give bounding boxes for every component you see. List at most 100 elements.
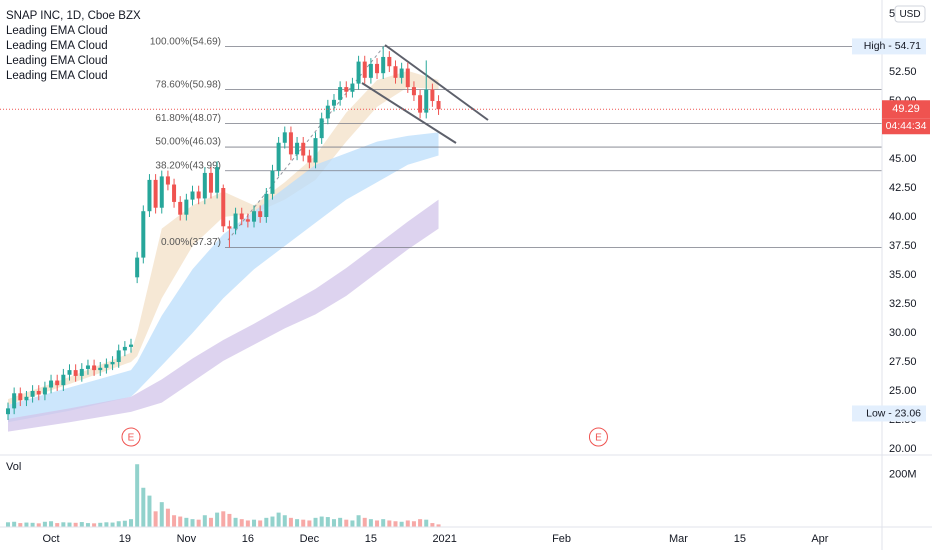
y-tick-label: 27.50 [889, 356, 917, 368]
candle-body [362, 61, 367, 78]
volume-bar [172, 515, 177, 527]
candle-body [221, 188, 226, 227]
volume-tick-label: 200M [889, 469, 917, 481]
volume-bar [387, 520, 392, 527]
x-tick-label: Apr [811, 533, 828, 545]
x-tick-label: 15 [365, 533, 377, 545]
candle-body [73, 370, 78, 376]
drawings [227, 44, 489, 241]
volume-bar [411, 521, 416, 527]
channel-line [361, 82, 457, 144]
volume-bar [338, 517, 343, 527]
volume-bar [295, 519, 300, 527]
x-tick-label: Feb [552, 533, 571, 545]
x-tick-label: 19 [119, 533, 131, 545]
indicator-name: Leading EMA Cloud [6, 70, 108, 82]
volume-bar [79, 522, 84, 527]
indicator-name: Leading EMA Cloud [6, 40, 108, 52]
candle-body [295, 142, 300, 155]
volume-bar [239, 519, 244, 527]
candle-body [375, 63, 380, 74]
earnings-marker [121, 427, 141, 447]
volume-bar [245, 520, 250, 527]
indicator-name: Leading EMA Cloud [6, 55, 108, 67]
ema-cloud [7, 70, 439, 405]
volume-bar [344, 519, 349, 527]
fib-label: 61.80%(48.07) [155, 113, 221, 124]
countdown-badge [882, 118, 930, 135]
volume-bar [55, 523, 60, 527]
volume-bar [313, 517, 318, 527]
candle-body [92, 365, 97, 371]
candle-body [85, 365, 90, 369]
candle-body [276, 142, 281, 171]
y-tick-label: 42.50 [889, 182, 917, 194]
candle-body [165, 176, 170, 185]
volume-bar [393, 521, 398, 527]
candle-body [270, 170, 275, 194]
earnings-label: E [128, 433, 135, 444]
volume-bar [208, 517, 213, 527]
volume-bar [381, 519, 386, 527]
volume-bar [61, 522, 66, 527]
candle-body [307, 155, 312, 163]
candle-body [98, 367, 103, 371]
y-tick-label: 45.00 [889, 153, 917, 165]
candle-body [344, 87, 349, 92]
candle-body [264, 193, 269, 218]
series [5, 46, 441, 527]
earnings-marker [588, 427, 608, 447]
volume-bar [368, 519, 373, 527]
volume-bar [110, 522, 115, 527]
candle-body [18, 393, 23, 401]
fib-label: 100.00%(54.69) [150, 36, 221, 47]
candle-body [430, 89, 435, 102]
y-tick-label: 35.00 [889, 269, 917, 281]
volume-bar [436, 524, 441, 527]
candle-body [24, 396, 29, 401]
candle-body [331, 99, 336, 106]
volume-bar [233, 517, 238, 527]
candle-body [405, 68, 410, 88]
candle-body [436, 101, 441, 110]
x-tick-label: 15 [734, 533, 746, 545]
volume-bar [42, 521, 47, 527]
fib-label: 0.00%(37.37) [161, 237, 221, 248]
candle-body [215, 167, 220, 193]
volume-bar [141, 487, 146, 527]
volume-bar [375, 520, 380, 527]
candle-body [153, 179, 158, 208]
volume-bar [85, 523, 90, 527]
volume-bar [319, 516, 324, 527]
candle-body [393, 66, 398, 78]
candle-body [129, 344, 134, 347]
candle-body [178, 201, 183, 215]
candle-body [5, 408, 10, 415]
volume-bar [307, 520, 312, 527]
volume-bar [196, 519, 201, 527]
fib-label: 78.60%(50.98) [155, 79, 221, 90]
candle-body [319, 118, 324, 139]
candle-body [411, 87, 416, 96]
candle-body [79, 368, 84, 376]
currency-badge[interactable] [894, 5, 926, 23]
price-marker-box [852, 405, 926, 422]
candle-body [399, 68, 404, 78]
candle-body [202, 172, 207, 199]
candle-body [418, 95, 423, 113]
countdown-label: 04:44:34 [886, 120, 927, 132]
currency[interactable]: USD [899, 9, 920, 20]
candle-body [325, 105, 330, 119]
fib-label: 38.20%(43.99) [155, 160, 221, 171]
fib-label: 50.00%(46.03) [155, 137, 221, 148]
volume-bar [418, 519, 423, 527]
last-price-label: 49.29 [892, 103, 920, 115]
volume-bar [301, 519, 306, 527]
x-tick-label: Oct [42, 533, 59, 545]
candle-body [147, 179, 152, 212]
candle-body [258, 211, 263, 218]
candle-body [42, 387, 47, 395]
candle-body [282, 132, 287, 143]
volume-title: Vol [6, 461, 21, 473]
